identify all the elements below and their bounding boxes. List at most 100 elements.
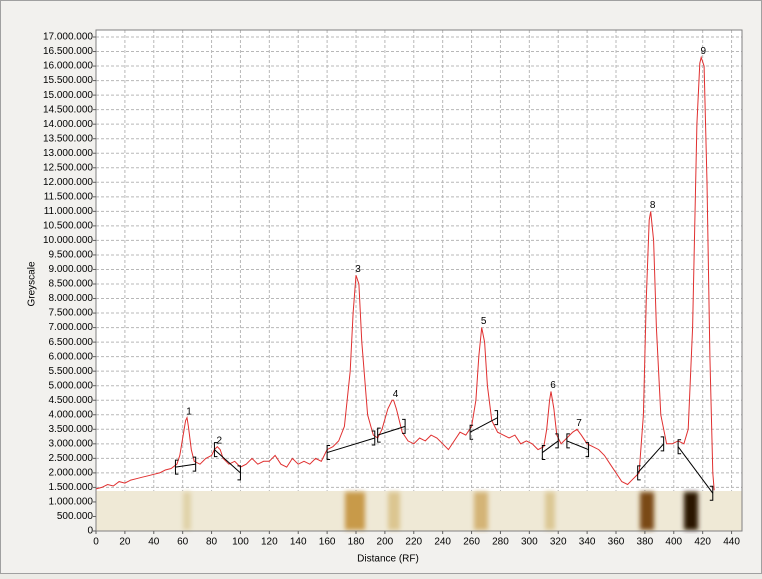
bracket: [494, 410, 499, 426]
y-tick-label: 2.500.000: [49, 453, 94, 464]
y-tick-label: 7.500.000: [49, 308, 94, 319]
y-tick-label: 15.000.000: [43, 90, 93, 101]
peak-label: 3: [355, 264, 361, 275]
y-tick-label: 17.000.000: [43, 32, 93, 43]
x-tick-label: 240: [434, 537, 451, 548]
y-tick-label: 12.500.000: [43, 162, 93, 173]
plot-frame: [95, 29, 743, 532]
x-tick-label: 140: [290, 537, 307, 548]
y-tick-label: 4.000.000: [49, 409, 94, 420]
y-tick-label: 16.500.000: [43, 46, 93, 57]
peak-label: 2: [217, 435, 223, 446]
y-tick-label: 2.000.000: [49, 468, 94, 479]
y-tick-label: 14.500.000: [43, 104, 93, 115]
bracket: [709, 485, 714, 501]
x-tick-label: 220: [405, 537, 422, 548]
bracket: [637, 465, 641, 481]
y-tick-label: 13.500.000: [43, 133, 93, 144]
y-tick-label: 11.500.000: [44, 191, 94, 202]
baseline: [326, 437, 375, 454]
x-tick-label: 80: [206, 537, 218, 548]
y-tick-label: 4.500.000: [49, 395, 94, 406]
bracket: [371, 430, 376, 446]
peak-label: 7: [576, 418, 582, 429]
y-tick-label: 7.000.000: [49, 322, 94, 333]
x-tick-label: 420: [694, 537, 711, 548]
baseline: [469, 417, 498, 433]
profile-line: [95, 55, 715, 491]
x-tick-label: 100: [232, 537, 249, 548]
x-tick-label: 360: [608, 537, 625, 548]
y-tick-label: 9.000.000: [49, 264, 94, 275]
x-tick-label: 200: [377, 537, 394, 548]
bracket: [377, 427, 381, 443]
x-axis-label: Distance (RF): [357, 554, 419, 565]
y-tick-label: 1.000.000: [49, 497, 94, 508]
bracket: [585, 442, 590, 458]
y-tick-label: 9.500.000: [49, 250, 94, 261]
bracket: [213, 442, 218, 458]
plot-area: [96, 30, 742, 531]
baseline: [377, 425, 406, 436]
bracket: [660, 436, 665, 452]
baseline: [542, 440, 559, 453]
bracket: [566, 433, 570, 449]
y-tick-label: 6.500.000: [49, 337, 94, 348]
y-tick-label: 11.000.000: [44, 206, 94, 217]
peak-label: 8: [650, 200, 656, 211]
y-tick-label: 6.000.000: [49, 351, 94, 362]
baseline: [175, 463, 196, 468]
bracket: [402, 418, 406, 434]
bracket: [326, 445, 331, 461]
grid: [95, 30, 742, 532]
baseline: [677, 446, 714, 494]
baseline: [637, 443, 665, 474]
peak-label: 5: [481, 316, 487, 327]
y-tick-label: 0: [87, 526, 93, 537]
x-tick-label: 20: [119, 537, 131, 548]
y-tick-label: 8.000.000: [49, 293, 94, 304]
peak-label: 9: [700, 46, 706, 57]
baseline: [214, 449, 241, 474]
y-tick-label: 13.000.000: [43, 148, 93, 159]
x-tick-label: 40: [148, 537, 160, 548]
bracket: [174, 459, 179, 475]
marks: 1 2 3 4 5 6 7 8 9: [95, 46, 715, 501]
bracket: [677, 439, 682, 455]
x-tick-label: 340: [579, 537, 596, 548]
y-tick-label: 12.000.000: [43, 177, 93, 188]
x-tick-label: 300: [521, 537, 538, 548]
gel-strip: [96, 491, 742, 531]
y-axis-label: Greyscale: [27, 261, 38, 306]
bracket: [555, 433, 559, 449]
bracket: [192, 456, 197, 472]
x-tick-label: 0: [93, 537, 99, 548]
y-tick-label: 3.500.000: [49, 424, 94, 435]
x-tick-label: 260: [463, 537, 480, 548]
x-tick-label: 400: [665, 537, 682, 548]
peak-label: 4: [393, 389, 399, 400]
y-tick-label: 5.000.000: [49, 380, 94, 391]
x-tick-label: 60: [177, 537, 189, 548]
x-tick-label: 320: [550, 537, 567, 548]
y-tick-label: 500.000: [57, 511, 94, 522]
bracket: [469, 424, 474, 440]
x-tick-label: 280: [492, 537, 509, 548]
x-tick-label: 440: [723, 537, 740, 548]
y-tick-label: 15.500.000: [43, 75, 93, 86]
bracket: [541, 445, 546, 461]
bracket: [237, 465, 241, 481]
peak-label: 6: [550, 380, 556, 391]
peak-label: 1: [186, 406, 192, 417]
y-tick-label: 3.000.000: [49, 438, 94, 449]
baseline: [566, 440, 589, 451]
y-tick-label: 10.500.000: [43, 221, 93, 232]
x-tick-label: 160: [319, 537, 336, 548]
y-tick-label: 5.500.000: [49, 366, 94, 377]
y-tick-label: 1.500.000: [49, 482, 94, 493]
y-tick-label: 14.000.000: [43, 119, 93, 130]
y-tick-label: 16.000.000: [43, 61, 93, 72]
y-tick-label: 8.500.000: [49, 279, 94, 290]
x-tick-label: 380: [637, 537, 654, 548]
